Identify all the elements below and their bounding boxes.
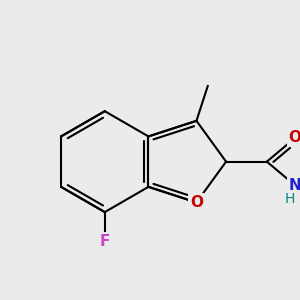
Text: H: H	[285, 192, 296, 206]
Text: O: O	[289, 130, 300, 146]
Text: F: F	[100, 234, 110, 249]
Text: O: O	[190, 195, 203, 210]
Text: N: N	[289, 178, 300, 193]
